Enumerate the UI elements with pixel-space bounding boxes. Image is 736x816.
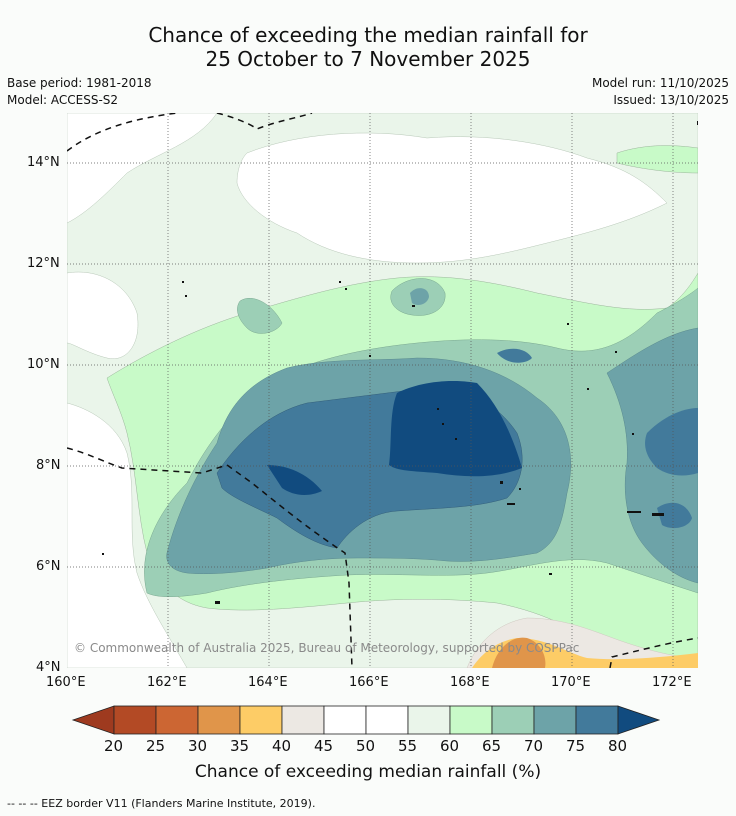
colorbar-label: Chance of exceeding median rainfall (%) xyxy=(194,762,542,782)
contour-30-35 xyxy=(492,637,546,668)
colorbar-cell xyxy=(113,705,157,735)
colorbar-tick: 35 xyxy=(230,737,250,755)
lat-label-14n: 14°N xyxy=(27,155,60,170)
colorbar-cell xyxy=(323,705,367,735)
colorbar-cell xyxy=(239,705,283,735)
lat-label-4n: 4°N xyxy=(36,660,61,675)
lon-label-164e: 164°E xyxy=(248,675,288,690)
title-line-1: Chance of exceeding the median rainfall … xyxy=(148,23,588,47)
colorbar-cell xyxy=(533,705,577,735)
white-pocket-nw xyxy=(67,113,218,224)
colorbar-tick: 45 xyxy=(314,737,334,755)
issued-date: Issued: 13/10/2025 xyxy=(613,93,729,107)
colorbar-tick: 60 xyxy=(440,737,460,755)
colorbar-extend-low xyxy=(71,705,115,735)
contour-above-80 xyxy=(389,381,522,477)
copyright-notice: © Commonwealth of Australia 2025, Bureau… xyxy=(74,641,580,655)
contour-75-80-southeast xyxy=(657,502,692,529)
colorbar-cell xyxy=(575,705,619,735)
contour-60-65-north xyxy=(616,145,698,174)
eez-legend-note: -- -- -- EEZ border V11 (Flanders Marine… xyxy=(7,797,316,810)
lon-label-162e: 162°E xyxy=(147,675,187,690)
contour-75-80-small xyxy=(497,348,532,363)
contour-65-70-west xyxy=(237,298,283,334)
colorbar-cell xyxy=(281,705,325,735)
colorbar-tick: 20 xyxy=(104,737,124,755)
colorbar-tick: 40 xyxy=(272,737,292,755)
contour-above-80-west xyxy=(267,465,322,495)
colorbar-tick: 55 xyxy=(398,737,418,755)
lat-label-10n: 10°N xyxy=(27,357,60,372)
colorbar-cell xyxy=(491,705,535,735)
islands xyxy=(102,121,698,604)
colorbar-tick: 70 xyxy=(524,737,544,755)
colorbar-cell xyxy=(407,705,451,735)
eez-border xyxy=(67,113,698,668)
lon-label-172e: 172°E xyxy=(652,675,692,690)
map-area xyxy=(67,113,698,668)
lat-label-8n: 8°N xyxy=(36,458,61,473)
colorbar-tick: 75 xyxy=(566,737,586,755)
model-name: Model: ACCESS-S2 xyxy=(7,93,119,107)
title-line-2: 25 October to 7 November 2025 xyxy=(205,47,531,71)
colorbar-extend-high xyxy=(617,705,661,735)
colorbar-tick: 25 xyxy=(146,737,166,755)
colorbar xyxy=(71,705,661,735)
base-period: Base period: 1981-2018 xyxy=(7,76,152,90)
colorbar-cell xyxy=(155,705,199,735)
white-pocket-west xyxy=(67,271,139,360)
lon-label-170e: 170°E xyxy=(551,675,591,690)
lon-label-166e: 166°E xyxy=(349,675,389,690)
colorbar-cell xyxy=(365,705,409,735)
colorbar-tick: 30 xyxy=(188,737,208,755)
lon-label-168e: 168°E xyxy=(450,675,490,690)
contour-70-75-island xyxy=(410,288,429,305)
colorbar-cell xyxy=(197,705,241,735)
lat-label-12n: 12°N xyxy=(27,256,60,271)
lat-label-6n: 6°N xyxy=(36,559,61,574)
graticule xyxy=(67,113,698,668)
rainfall-map xyxy=(67,113,698,668)
colorbar-tick: 65 xyxy=(482,737,502,755)
contour-75-80-east xyxy=(645,408,698,476)
colorbar-tick: 50 xyxy=(356,737,376,755)
lon-label-160e: 160°E xyxy=(46,675,86,690)
colorbar-tick: 80 xyxy=(608,737,628,755)
model-run: Model run: 11/10/2025 xyxy=(591,76,729,90)
colorbar-cell xyxy=(449,705,493,735)
white-pocket-southwest xyxy=(67,402,188,668)
